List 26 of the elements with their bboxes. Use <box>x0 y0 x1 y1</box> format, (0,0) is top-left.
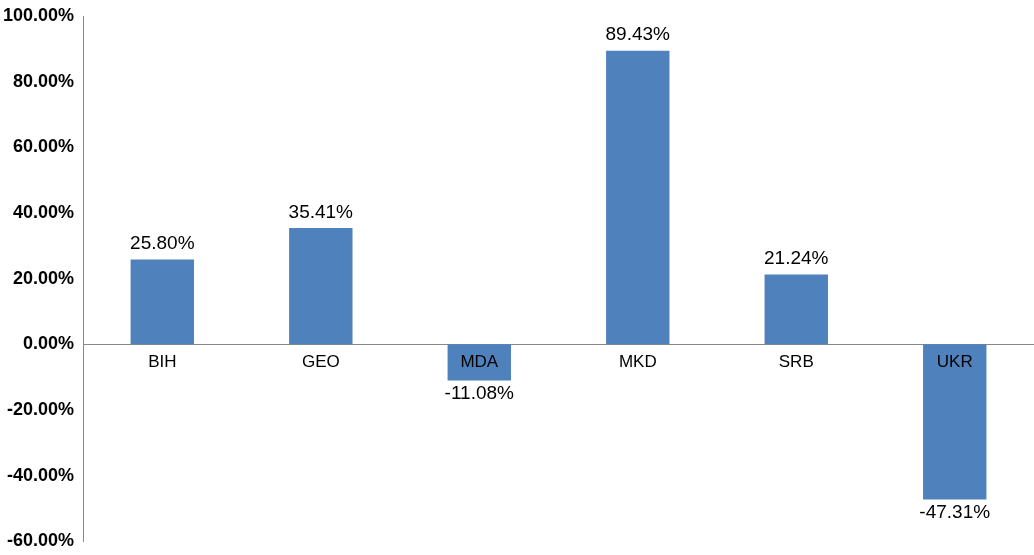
x-tick-label: GEO <box>301 352 340 372</box>
y-tick-label: 20.00% <box>13 267 75 288</box>
x-tick-label: MDA <box>460 352 499 372</box>
bar <box>764 274 828 345</box>
y-tick-label: 80.00% <box>13 70 75 91</box>
bar <box>289 228 353 345</box>
y-tick-label: 0.00% <box>23 333 75 354</box>
y-tick-label: 100.00% <box>3 4 75 25</box>
bar <box>130 259 194 345</box>
bar <box>923 344 987 500</box>
y-tick-label: 60.00% <box>13 136 75 157</box>
y-tick-label: 40.00% <box>13 201 75 222</box>
data-label: -47.31% <box>919 501 991 523</box>
data-label: -11.08% <box>444 382 515 404</box>
x-tick-label: BIH <box>148 352 177 372</box>
y-tick-label: -40.00% <box>7 464 75 485</box>
x-tick-label: UKR <box>936 352 973 372</box>
x-tick-label: MKD <box>618 352 657 372</box>
y-tick-label: -20.00% <box>7 398 75 419</box>
data-label: 35.41% <box>288 200 354 222</box>
x-tick-label: SRB <box>778 352 814 372</box>
data-label: 89.43% <box>605 23 671 45</box>
data-label: 25.80% <box>130 232 195 254</box>
data-label: 21.24% <box>764 247 829 269</box>
bar <box>606 50 670 345</box>
y-tick-label: -60.00% <box>7 530 75 551</box>
